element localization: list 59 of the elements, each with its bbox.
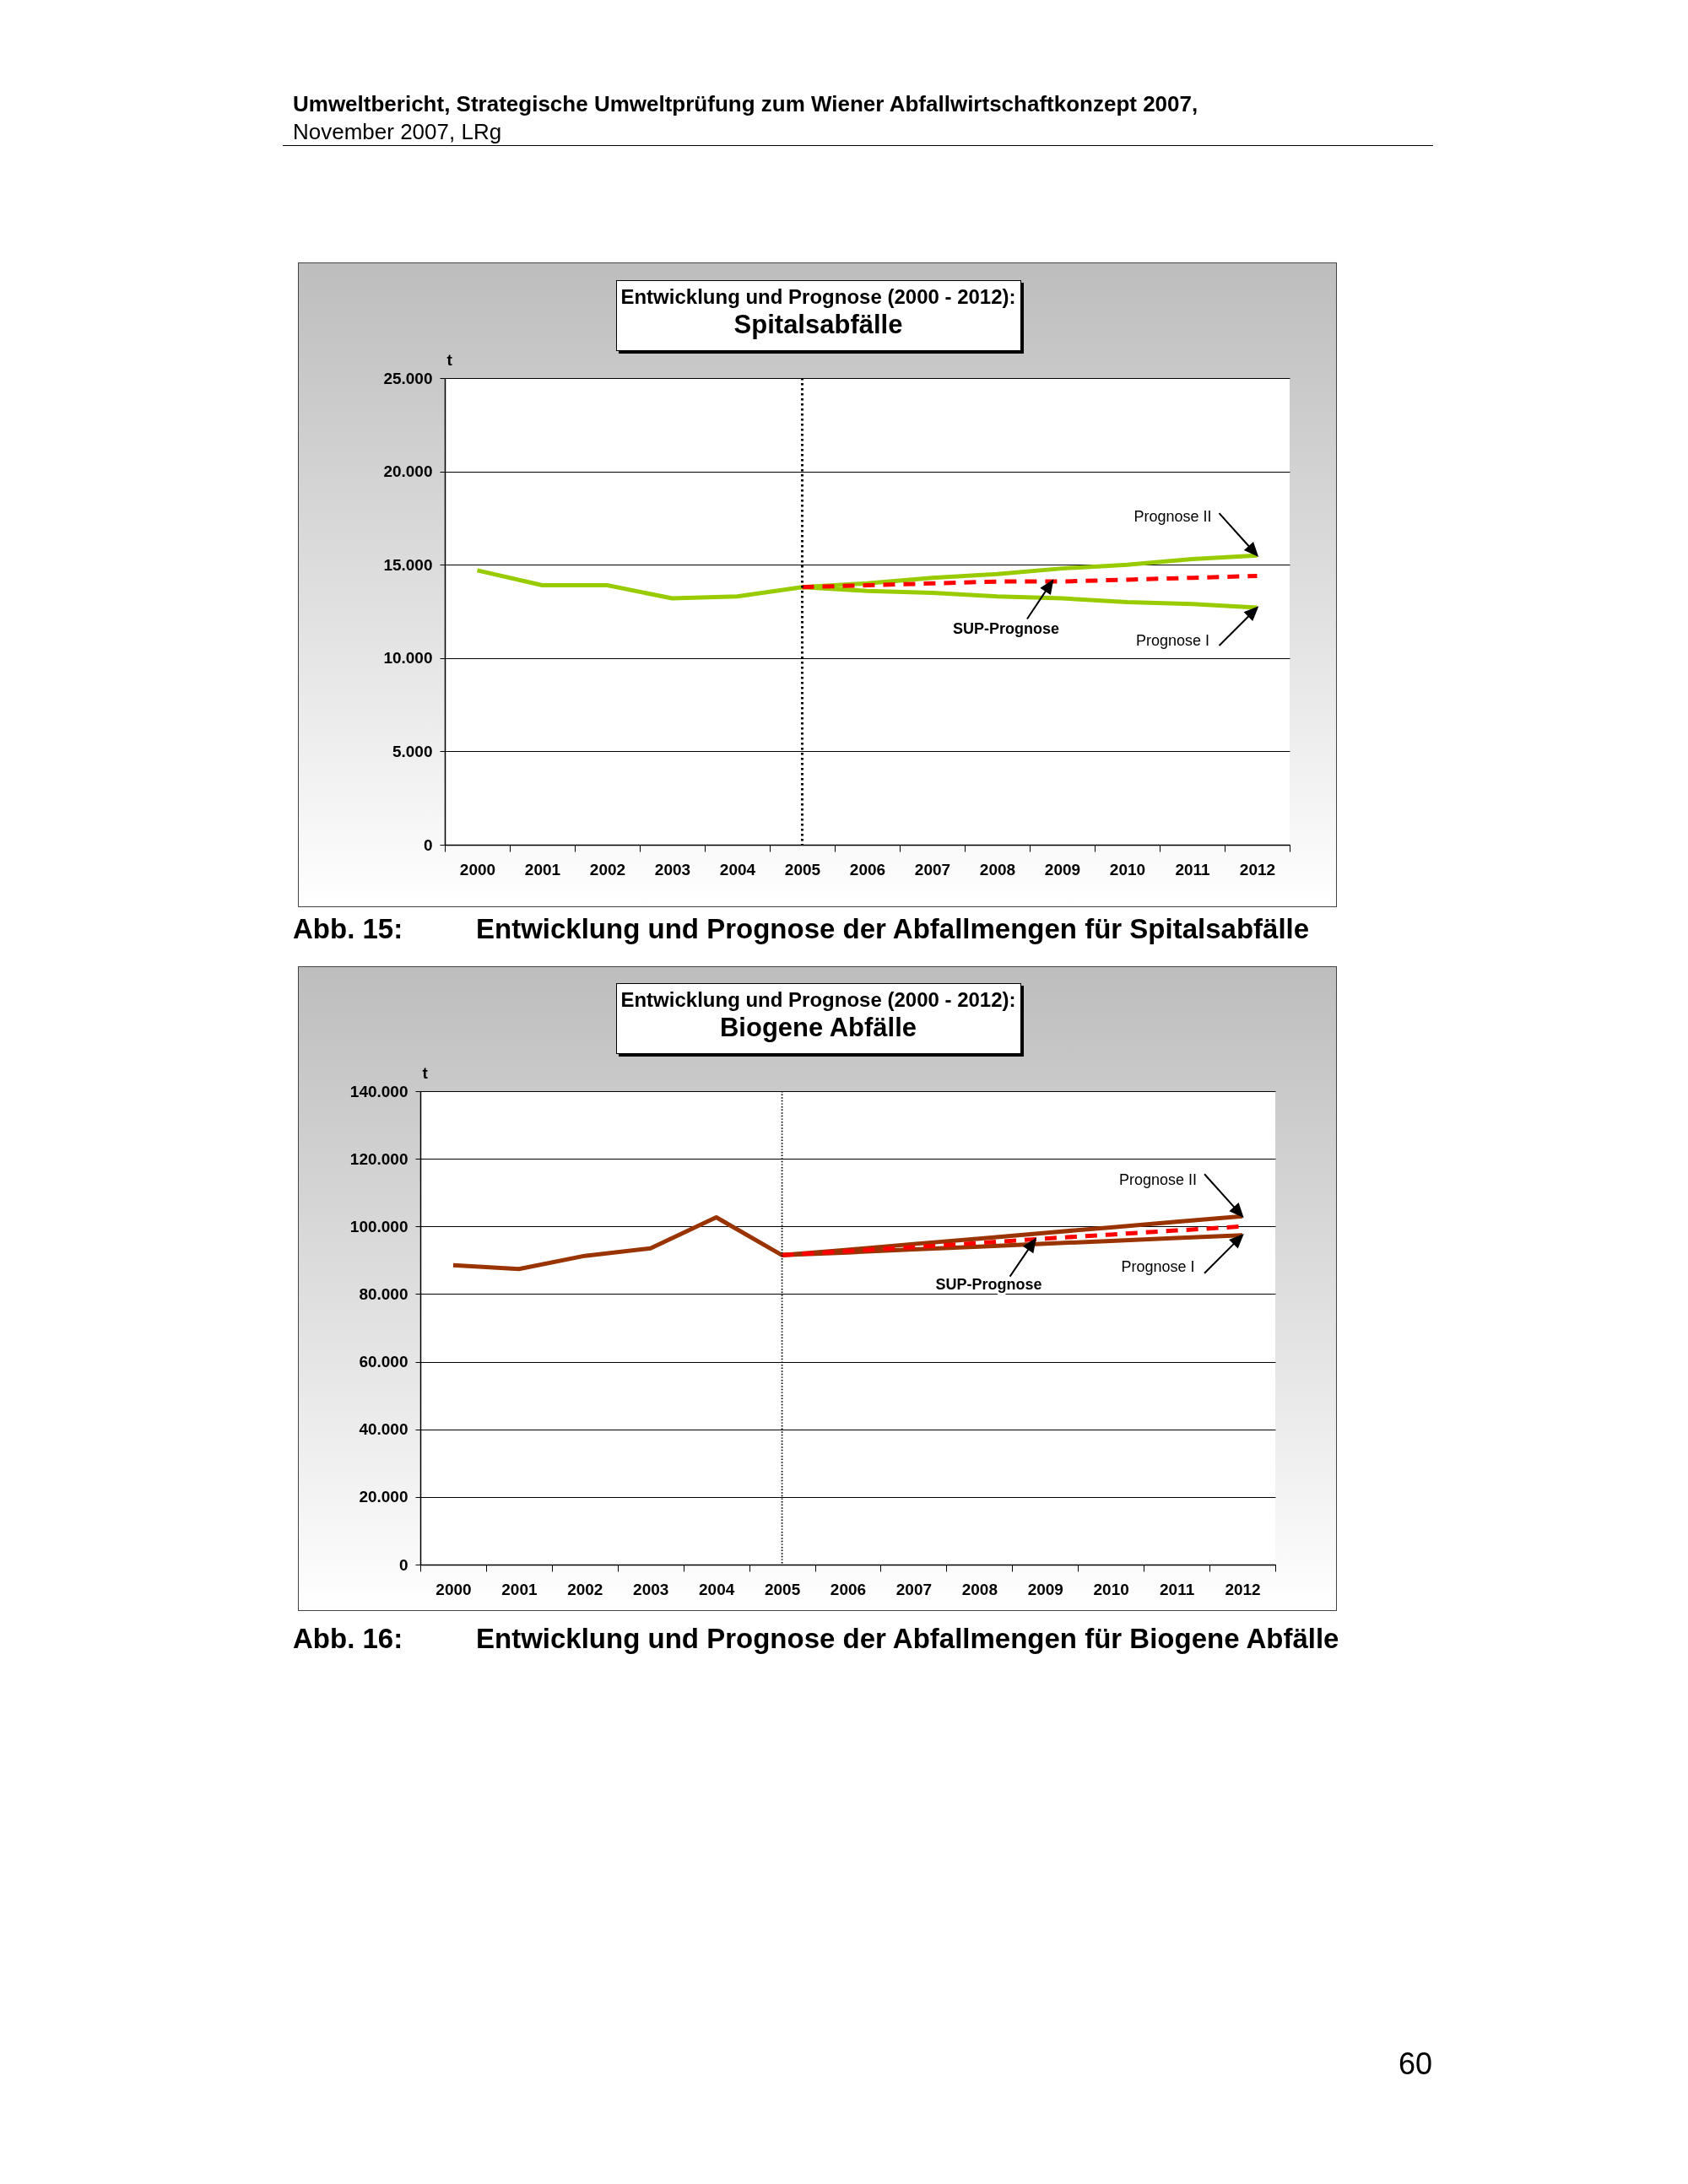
text: 60	[1399, 2046, 1433, 2082]
x-tick-label: 2002	[589, 860, 626, 878]
x-tick-label: 2005	[784, 860, 821, 878]
chart-subtitle: Spitalsabfälle	[733, 310, 903, 339]
x-tick-label: 2001	[524, 860, 561, 878]
y-axis-title: t	[422, 1063, 429, 1082]
x-tick-label: 2009	[1027, 1580, 1063, 1598]
caption: Abb. 16:	[293, 1623, 403, 1655]
x-tick-label: 2001	[501, 1580, 538, 1598]
text: Entwicklung und Prognose der Abfallmengen für Spitalsabfälle	[476, 913, 1310, 945]
x-tick-label: 2000	[459, 860, 496, 878]
text: November 2007, LRg	[293, 119, 502, 145]
x-tick-label: 2007	[914, 860, 951, 878]
y-tick-label: 140.000	[349, 1082, 408, 1100]
x-tick-label: 2002	[567, 1580, 603, 1598]
y-axis-title: t	[446, 350, 453, 369]
chart-title: Entwicklung und Prognose (2000 - 2012):	[620, 988, 1016, 1011]
chart-title: Entwicklung und Prognose (2000 - 2012):	[620, 285, 1016, 308]
y-tick-label: 60.000	[359, 1353, 408, 1371]
series-label: Prognose I	[1121, 1257, 1195, 1275]
series-label: SUP-Prognose	[935, 1275, 1042, 1293]
x-tick-label: 2012	[1225, 1580, 1261, 1598]
y-tick-label: 0	[398, 1555, 408, 1574]
y-tick-label: 40.000	[359, 1420, 408, 1439]
x-tick-label: 2003	[654, 860, 691, 878]
x-tick-label: 2008	[961, 1580, 998, 1598]
x-tick-label: 2009	[1044, 860, 1081, 878]
y-tick-label: 10.000	[383, 649, 433, 668]
x-tick-label: 2007	[895, 1580, 933, 1598]
text: Entwicklung und Prognose der Abfallmengen für Biogene Abfälle	[476, 1623, 1339, 1655]
y-tick-label: 25.000	[383, 369, 433, 387]
x-tick-label: 2005	[764, 1580, 801, 1598]
text: Prognose II	[1133, 508, 1212, 526]
text: Prognose II	[1119, 1171, 1198, 1189]
x-tick-label: 2006	[830, 1580, 867, 1598]
x-tick-label: 2010	[1109, 860, 1146, 878]
x-tick-label: 2004	[719, 860, 756, 878]
text: Umweltbericht, Strategische Umweltprüfung zum Wiener Abfallwirtschaftkonzept 2007,	[293, 91, 1198, 117]
chart-subtitle: Biogene Abfälle	[719, 1013, 917, 1042]
x-tick-label: 2008	[979, 860, 1016, 878]
y-tick-label: 20.000	[359, 1488, 408, 1506]
x-tick-label: 2011	[1175, 860, 1211, 878]
y-tick-label: 100.000	[349, 1217, 408, 1235]
y-tick-label: 15.000	[383, 555, 433, 574]
caption: Abb. 15:	[293, 913, 403, 945]
y-tick-label: 5.000	[392, 742, 433, 760]
x-tick-label: 2010	[1093, 1580, 1129, 1598]
y-tick-label: 0	[423, 835, 433, 854]
x-tick-label: 2000	[436, 1580, 472, 1598]
series-label: Prognose I	[1135, 632, 1210, 650]
x-tick-label: 2011	[1160, 1580, 1195, 1598]
y-tick-label: 80.000	[359, 1284, 408, 1303]
x-tick-label: 2006	[849, 860, 886, 878]
y-tick-label: 120.000	[349, 1149, 408, 1168]
x-tick-label: 2012	[1239, 860, 1276, 878]
x-tick-label: 2004	[699, 1580, 735, 1598]
y-tick-label: 20.000	[383, 462, 433, 481]
text: SUP-Prognose	[952, 620, 1059, 638]
x-tick-label: 2003	[633, 1580, 669, 1598]
